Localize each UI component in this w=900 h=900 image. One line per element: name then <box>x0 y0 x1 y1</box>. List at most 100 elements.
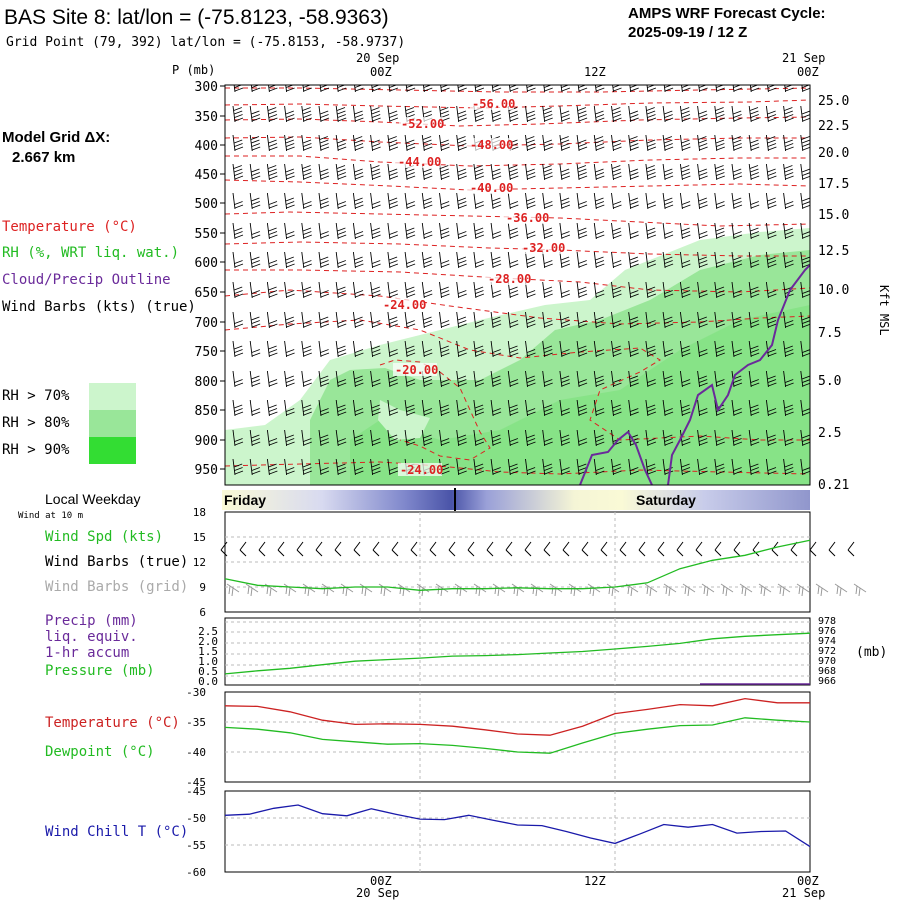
wind-barb <box>387 222 399 240</box>
wind-barb <box>473 192 485 210</box>
wind-barb <box>645 281 657 299</box>
wind-barb <box>404 251 416 269</box>
wind-barb <box>577 85 588 93</box>
wind-barb <box>679 458 691 476</box>
temperature-contour-label: -24.00 <box>400 463 443 477</box>
wind-barb <box>783 340 794 358</box>
wind-barb <box>456 163 467 181</box>
wind-barb <box>404 340 416 358</box>
temperature-label: Temperature (°C) <box>45 715 180 731</box>
wind-barb <box>783 251 794 269</box>
wind-barb <box>352 281 364 299</box>
precip-pressure-labels: Precip (mm)liq. equiv.1-hr accum Pressure… <box>45 613 155 679</box>
wind-barb <box>473 163 485 181</box>
wind-barb-true <box>676 541 684 557</box>
top-tick-label: 00Z <box>797 65 819 79</box>
temperature-contour-label: -24.00 <box>383 298 426 312</box>
wind-barb <box>352 105 364 123</box>
wind-barb <box>439 340 450 358</box>
wind-barb <box>662 311 674 329</box>
wind-barb <box>232 222 244 240</box>
wind-barb <box>507 311 519 329</box>
wind-barb <box>490 370 502 388</box>
wind-barb <box>371 85 381 93</box>
wind-barb <box>370 222 381 240</box>
wind-barb <box>249 163 261 181</box>
pressure-tick-label: 350 <box>195 110 218 125</box>
wind-barb <box>525 370 536 388</box>
legend-item: Wind Barbs (kts) (true) <box>2 299 196 315</box>
wind-barb <box>249 399 261 417</box>
wind-barb <box>714 134 725 152</box>
wind-barb-true <box>239 541 247 557</box>
temp-label-bg <box>470 97 514 110</box>
wind-barb <box>714 105 725 123</box>
wind-barb <box>490 458 502 476</box>
wind-barb <box>232 281 244 299</box>
temperature-label: Dewpoint (°C) <box>45 744 155 760</box>
forecast-cycle-line2: 2025-09-19 / 12 Z <box>628 24 747 41</box>
wind-barb <box>611 222 622 240</box>
wind-barb <box>748 458 760 476</box>
wind-barb <box>765 399 777 417</box>
wind-barb <box>335 192 347 210</box>
wind-barb <box>439 281 450 299</box>
wind-barb <box>525 134 536 152</box>
wind-barb-true <box>277 541 285 557</box>
wind-barb <box>268 85 278 93</box>
rh-90-area <box>350 305 810 485</box>
wind-barb <box>765 458 777 476</box>
wind-barb <box>594 85 605 93</box>
wind-barb <box>335 311 347 329</box>
wind-barb-true <box>258 541 266 557</box>
wind-barb <box>456 281 467 299</box>
pressure-tick-label: 400 <box>195 139 218 154</box>
wind-barb <box>765 311 777 329</box>
wind-barb <box>628 340 639 358</box>
wind-barb <box>525 163 536 181</box>
wind-barb <box>266 222 278 240</box>
wind-barb <box>731 311 743 329</box>
wind-barb <box>370 370 381 388</box>
wind-barb <box>542 251 553 269</box>
wind-barb <box>490 105 502 123</box>
wind-barb-grid <box>777 583 791 597</box>
wind-barb-grid <box>663 583 677 597</box>
wind-barb <box>645 163 657 181</box>
wind-barb <box>266 429 278 447</box>
pressure-tick-label: 968 <box>818 666 836 677</box>
wind-barb <box>456 370 467 388</box>
wind-barb <box>714 222 725 240</box>
wind-barb <box>714 370 725 388</box>
wind-barb <box>611 251 622 269</box>
wind-barb <box>335 458 347 476</box>
wind-barb <box>370 163 381 181</box>
precip-tick-label: 2.0 <box>198 635 218 648</box>
precip-tick-label: 1.0 <box>198 655 218 668</box>
wind-barb <box>301 251 312 269</box>
wind-barb-grid <box>720 583 734 597</box>
wind-barb <box>697 251 708 269</box>
wind-barb <box>576 281 588 299</box>
wind-barb <box>748 105 760 123</box>
windchill-tick-label: -50 <box>186 812 206 825</box>
wind-barb <box>473 458 485 476</box>
wind-barb <box>284 311 295 329</box>
wind-barb <box>404 311 416 329</box>
wind-barb <box>629 85 639 93</box>
precip-tick-label: 0.5 <box>198 665 218 678</box>
wind-barb <box>318 399 330 417</box>
wind-barb <box>576 370 588 388</box>
wind-barb-grid <box>682 583 696 597</box>
wind-barb <box>301 105 312 123</box>
wind-barb <box>525 251 536 269</box>
wind-barb <box>387 281 399 299</box>
model-grid-value: 2.667 km <box>12 149 75 166</box>
precip-pressure-panel: 2.52.01.51.00.50.0 978976974972970968966… <box>45 613 887 688</box>
temperature-contour <box>225 179 810 191</box>
temperature-tick-label: -35 <box>186 716 206 729</box>
wind-barb <box>765 429 777 447</box>
wind-barb <box>628 134 639 152</box>
wind-barb <box>731 192 743 210</box>
wind-barb <box>749 85 760 93</box>
